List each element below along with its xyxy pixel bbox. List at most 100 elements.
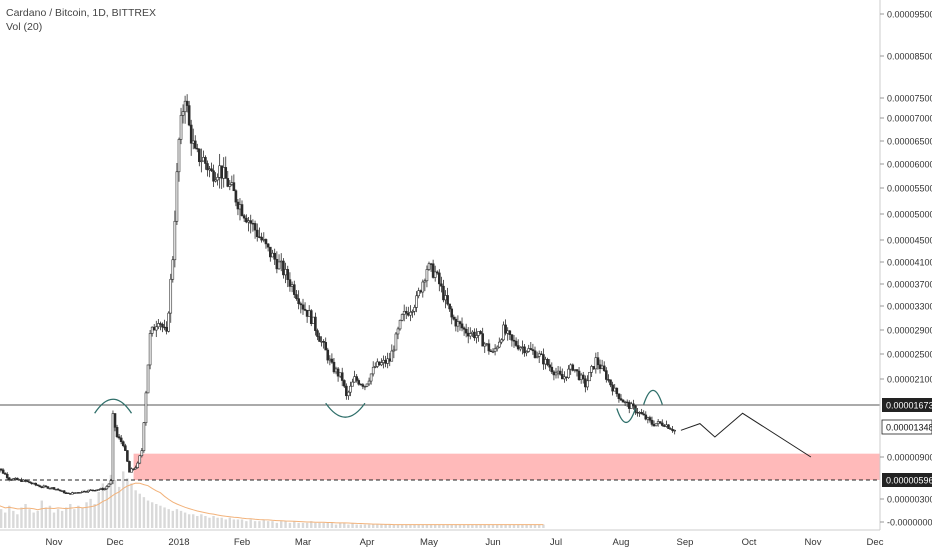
- candle-body: [229, 184, 231, 186]
- candle-body: [10, 480, 12, 481]
- price-axis-label: 0.00000300: [887, 495, 932, 505]
- candle-body: [607, 379, 609, 380]
- candle-body: [674, 430, 676, 431]
- candle-body: [272, 253, 274, 257]
- candle-body: [37, 485, 39, 486]
- candle-body: [568, 369, 570, 378]
- candle-body: [243, 216, 245, 218]
- candle-body: [94, 490, 96, 491]
- candle-body: [182, 112, 184, 116]
- volume-bar: [8, 506, 10, 528]
- candle-body: [589, 372, 591, 381]
- candle-body: [221, 166, 223, 179]
- volume-bar: [85, 502, 87, 528]
- candle-body: [147, 365, 149, 393]
- candle-body: [414, 307, 416, 311]
- volume-bar: [302, 523, 304, 528]
- candle-body: [557, 371, 559, 373]
- volume-bar: [41, 501, 43, 528]
- volume-bar: [172, 511, 174, 528]
- price-axis-label: 0.00007000: [887, 114, 932, 124]
- candle-body: [655, 424, 657, 426]
- candle-body: [282, 261, 284, 275]
- volume-bar: [364, 525, 366, 528]
- candle-body: [237, 202, 239, 209]
- candle-body: [186, 101, 188, 105]
- candle-body: [241, 205, 243, 216]
- candle-body: [389, 359, 391, 361]
- candle-body: [463, 328, 465, 329]
- candle-body: [521, 347, 523, 348]
- candle-body: [335, 369, 337, 372]
- candle-body: [254, 223, 256, 230]
- candle-body: [133, 469, 135, 470]
- volume-indicator-label: Vol (20): [6, 20, 156, 34]
- candle-body: [200, 161, 202, 162]
- candle-body: [217, 177, 219, 180]
- candle-body: [637, 412, 639, 413]
- support-zone: [134, 454, 880, 480]
- candle-body: [98, 489, 100, 490]
- candle-body: [461, 324, 463, 328]
- candle-body: [578, 371, 580, 380]
- candle-body: [285, 269, 287, 274]
- candle-body: [319, 337, 321, 342]
- candle-body: [624, 402, 626, 403]
- candle-body: [545, 359, 547, 364]
- candle-body: [25, 480, 27, 481]
- candle-body: [45, 486, 47, 487]
- candle-body: [354, 377, 356, 382]
- candle-body: [33, 483, 35, 484]
- candle-body: [225, 167, 227, 178]
- candle-body: [455, 319, 457, 326]
- candle-body: [252, 223, 254, 224]
- candle-body: [23, 480, 25, 482]
- candle-body: [81, 491, 83, 492]
- candle-body: [513, 340, 515, 341]
- candle-body: [434, 272, 436, 278]
- candle-body: [306, 310, 308, 316]
- price-axis-label: 0.00004100: [887, 258, 932, 268]
- candle-body: [88, 490, 90, 492]
- volume-bar: [176, 509, 178, 528]
- volume-bar: [98, 492, 100, 528]
- pattern-arc: [644, 390, 663, 404]
- candle-body: [84, 491, 86, 492]
- candle-body: [407, 313, 409, 315]
- candle-body: [465, 329, 467, 333]
- candle-body: [540, 354, 542, 355]
- volume-bar: [284, 521, 286, 528]
- candle-body: [35, 483, 37, 485]
- candle-body: [278, 262, 280, 269]
- candle-body: [647, 418, 649, 420]
- candle-body: [469, 334, 471, 336]
- volume-bar: [143, 497, 145, 528]
- candle-body: [383, 360, 385, 362]
- candle-body: [503, 325, 505, 340]
- volume-bar: [118, 487, 120, 528]
- time-axis-label: Oct: [742, 537, 757, 548]
- candle-body: [192, 141, 194, 143]
- volume-bar: [32, 513, 34, 528]
- candle-body: [639, 412, 641, 413]
- candle-body: [364, 386, 366, 387]
- candle-body: [18, 480, 20, 481]
- candle-body: [190, 125, 192, 143]
- volume-bar: [237, 519, 239, 528]
- candle-body: [63, 491, 65, 493]
- candle-body: [131, 469, 133, 472]
- price-axis-label: 0.00002100: [887, 375, 932, 385]
- candle-body: [96, 490, 98, 491]
- volume-bar: [347, 525, 349, 528]
- candle-body: [145, 393, 147, 423]
- volume-bar: [372, 525, 374, 528]
- volume-bar: [318, 523, 320, 528]
- candle-body: [159, 324, 161, 325]
- volume-bar: [212, 516, 214, 528]
- volume-bar: [49, 506, 51, 528]
- candle-body: [482, 334, 484, 346]
- candle-body: [166, 327, 168, 331]
